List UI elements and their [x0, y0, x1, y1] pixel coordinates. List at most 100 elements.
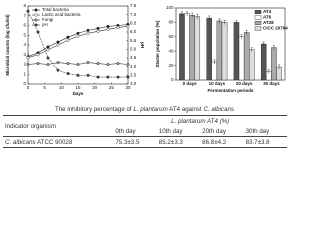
data-point	[96, 75, 100, 79]
bar	[238, 36, 245, 81]
table-title: The inhibitory percentage of L. plantaru…	[0, 106, 289, 113]
error-bar	[213, 59, 216, 65]
strain: ATCC 90028	[37, 138, 73, 146]
x-tick-label: 30	[125, 85, 131, 90]
error-bar	[218, 18, 221, 24]
data-point	[76, 31, 80, 35]
error-bar	[180, 11, 183, 16]
bar	[243, 32, 250, 81]
data-point	[96, 62, 100, 66]
data-point	[66, 62, 70, 66]
x-tick-label: 15	[75, 85, 81, 90]
legend-label: pH	[42, 22, 48, 27]
bar	[216, 20, 223, 81]
y-tick-label: 8	[23, 3, 26, 8]
x-tick-label: 10 days	[209, 81, 226, 86]
bar	[211, 61, 218, 81]
data-point	[76, 63, 80, 67]
error-bar	[245, 30, 248, 35]
data-point	[56, 43, 60, 47]
table-section: The inhibitory percentage of L. plantaru…	[0, 106, 289, 148]
x-axis-label: Fermentation periods	[207, 88, 254, 93]
error-bar	[208, 15, 211, 21]
header-cell: 30th day	[245, 127, 270, 135]
y2-tick-label: 3.5	[130, 73, 137, 78]
y-tick-label: 1	[23, 71, 26, 76]
cell: 83.7±3.8	[245, 138, 270, 146]
bar	[189, 14, 195, 81]
y2-tick-label: 4.5	[130, 55, 137, 60]
data-point	[126, 75, 130, 79]
bar	[271, 47, 277, 81]
series-line	[27, 24, 129, 57]
bar	[179, 13, 185, 81]
data-point	[126, 63, 130, 67]
legend-label: AT6	[263, 15, 272, 20]
y-tick-label: 100	[166, 5, 174, 10]
y2-tick-label: 6.5	[130, 21, 137, 26]
error-bar	[186, 11, 189, 16]
x-tick-label: 20	[92, 85, 98, 90]
data-point	[126, 24, 130, 28]
data-point	[106, 75, 110, 79]
header-cell: Indicator organism	[3, 115, 114, 137]
bar	[221, 22, 228, 81]
y2-tick-label: 5.0	[130, 47, 137, 52]
bar	[260, 43, 267, 81]
y2-axis-label: pH	[140, 42, 145, 48]
data-point	[26, 9, 30, 13]
page: 0 1 2 3 4 5 6 7 8 3.0 3.5 4.0 4.5 5.0 5.5 6.0 6.5 7.0 7.5 0…	[0, 3, 289, 148]
data-point	[96, 26, 100, 30]
legend-swatch	[254, 15, 262, 20]
legend-marker	[34, 18, 38, 22]
error-bar	[196, 14, 199, 19]
data-point	[86, 31, 90, 35]
y-tick-label: 7	[23, 13, 26, 18]
x-tick-label: 20 days	[236, 81, 253, 86]
data-point	[116, 25, 120, 29]
data-point	[56, 61, 60, 65]
error-bar	[278, 64, 281, 70]
x-tick-label: 25	[109, 85, 115, 90]
x-tick-label: 0 days	[183, 81, 198, 86]
y2-tick-label: 6.0	[130, 29, 137, 34]
x-tick-label: 0	[27, 85, 30, 90]
cell: 85.2±3.3	[158, 138, 183, 146]
data-point	[66, 38, 70, 42]
title-part: C. albicans	[203, 106, 235, 113]
y-tick-label: 60	[168, 34, 174, 39]
legend-swatch	[254, 26, 262, 31]
data-point	[56, 68, 60, 72]
legend-marker	[34, 13, 38, 17]
y2-tick-label: 3.0	[130, 81, 137, 86]
y-tick-label: 3	[23, 52, 26, 57]
y-tick-label: 0	[171, 77, 174, 82]
data-point	[46, 45, 50, 49]
y-tick-label: 4	[23, 42, 26, 47]
y-tick-label: 20	[168, 63, 174, 68]
error-bar	[223, 20, 226, 25]
y-axis-label: Microbial counts (log cfu/ml)	[5, 14, 10, 76]
title-part: L. plantarum	[133, 106, 168, 113]
cell: 75.3±3.5	[115, 138, 140, 146]
data-point	[26, 56, 30, 60]
legend-marker	[34, 8, 38, 12]
y-tick-label: 6	[23, 23, 26, 28]
legend-label: Lactic acid bacteria	[42, 12, 81, 17]
data-point	[36, 30, 40, 34]
error-bar	[240, 34, 243, 39]
legend-label: AT4	[263, 9, 272, 14]
legend-label: CICC 20764	[263, 26, 288, 31]
error-bar	[250, 47, 253, 52]
legend-label: AT28	[263, 20, 274, 25]
plot-frame	[175, 7, 286, 81]
legend-marker	[34, 23, 38, 27]
series-line	[27, 26, 129, 58]
data-point	[56, 40, 60, 44]
title-part: The inhibitory percentage of	[54, 106, 134, 113]
y2-tick-label: 4.0	[130, 64, 137, 69]
x-axis-label: Days	[73, 91, 84, 96]
data-point	[86, 73, 90, 77]
data-point	[86, 61, 90, 65]
y-axis-label: Starter population (%)	[155, 20, 160, 68]
